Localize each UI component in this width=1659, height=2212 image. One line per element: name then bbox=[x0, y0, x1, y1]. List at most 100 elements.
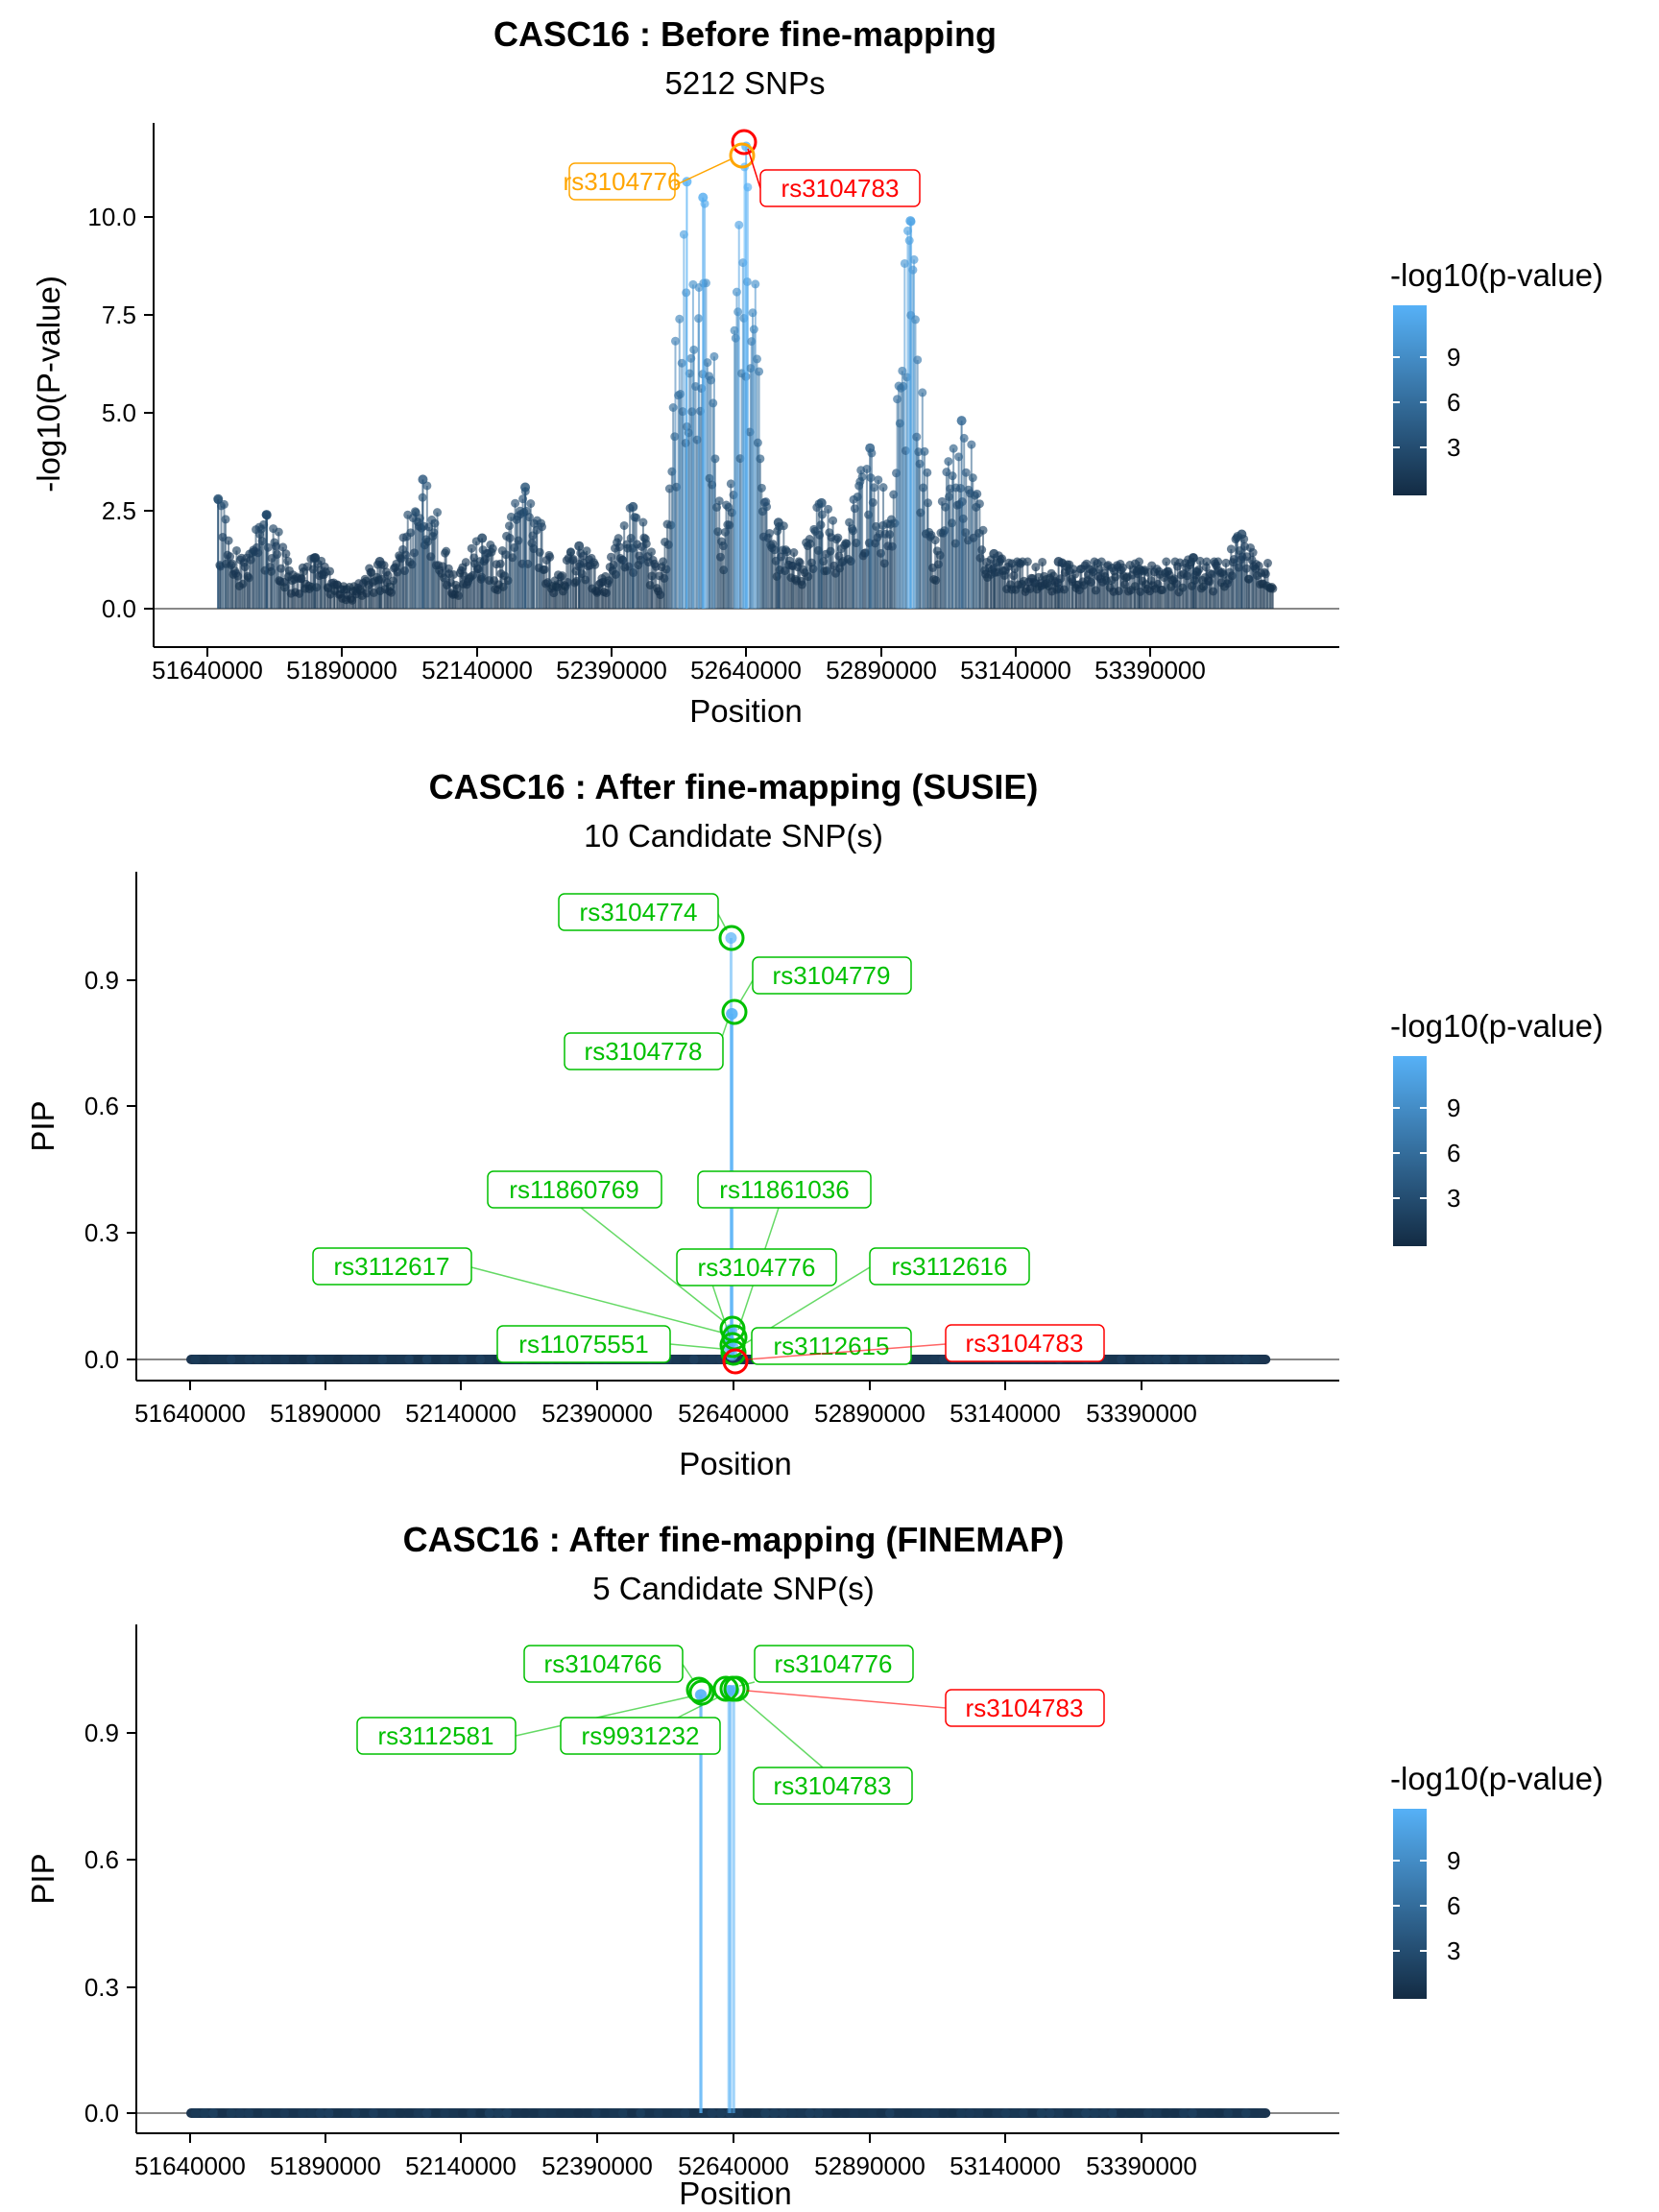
candidate-marker-rs9931232 bbox=[712, 1675, 739, 1702]
x-tick: 52640000 bbox=[678, 2133, 789, 2180]
snp-point bbox=[276, 564, 286, 573]
snp-point bbox=[710, 454, 720, 464]
snp-point bbox=[1125, 1355, 1136, 1364]
snp-point bbox=[511, 2108, 521, 2118]
svg-text:rs3104776: rs3104776 bbox=[698, 1253, 816, 1282]
x-tick: 53390000 bbox=[1086, 2133, 1197, 2180]
snp-point bbox=[369, 1355, 379, 1364]
snp-point bbox=[977, 545, 987, 555]
snp-point bbox=[383, 570, 393, 580]
snp-point bbox=[545, 552, 555, 562]
snp-point bbox=[1178, 1355, 1189, 1364]
snp-point bbox=[1169, 1355, 1180, 1364]
peak-point bbox=[773, 517, 783, 528]
snp-point bbox=[1152, 1355, 1163, 1364]
snp-point bbox=[1125, 2108, 1136, 2118]
snp-point bbox=[333, 2108, 344, 2118]
peak-point bbox=[261, 510, 272, 520]
snp-point bbox=[743, 182, 753, 192]
snp-point bbox=[742, 2108, 753, 2118]
svg-text:52890000: 52890000 bbox=[814, 2152, 926, 2180]
snp-point bbox=[1117, 1355, 1127, 1364]
snp-point bbox=[956, 484, 966, 493]
snp-point bbox=[878, 483, 888, 493]
y-axis: 0.0 0.3 0.6 0.9 bbox=[84, 1624, 137, 2133]
snp-point bbox=[1223, 1355, 1234, 1364]
svg-text:52390000: 52390000 bbox=[541, 2152, 653, 2180]
snp-point bbox=[751, 2108, 761, 2118]
snp-point bbox=[1205, 2108, 1215, 2118]
snp-point bbox=[968, 473, 977, 483]
snp-point bbox=[582, 2108, 592, 2118]
snp-point bbox=[448, 570, 458, 580]
snp-point bbox=[978, 525, 988, 535]
snp-point bbox=[306, 2108, 317, 2118]
snp-point bbox=[789, 548, 799, 558]
snp-point bbox=[924, 498, 933, 508]
snp-point bbox=[1142, 2108, 1153, 2118]
snp-point bbox=[1036, 2108, 1046, 2118]
svg-text:52390000: 52390000 bbox=[541, 1399, 653, 1428]
snp-point bbox=[919, 483, 928, 493]
snp-point bbox=[755, 367, 764, 376]
svg-text:rs3104776: rs3104776 bbox=[775, 1649, 893, 1678]
snp-point bbox=[1135, 557, 1144, 566]
snp-point bbox=[493, 2108, 503, 2118]
snp-point bbox=[833, 533, 843, 542]
snp-point bbox=[190, 1355, 201, 1364]
snp-point bbox=[386, 1355, 397, 1364]
legend-tick: 9 bbox=[1393, 1094, 1460, 1122]
peak-point bbox=[213, 493, 224, 504]
snp-point bbox=[709, 351, 719, 361]
snp-point bbox=[350, 2108, 361, 2118]
snp-point bbox=[546, 2108, 557, 2118]
peak-point bbox=[520, 482, 531, 493]
snp-point bbox=[261, 1355, 272, 1364]
snp-point bbox=[467, 2108, 477, 2118]
snp-point bbox=[930, 536, 940, 545]
snp-label-rs3112581: rs3112581 bbox=[356, 1695, 692, 1755]
snp-point bbox=[949, 444, 958, 453]
y-tick: 0.0 bbox=[84, 2099, 136, 2128]
snp-point bbox=[904, 236, 914, 246]
snp-point bbox=[208, 1355, 219, 1364]
snp-point bbox=[733, 307, 743, 317]
snp-point bbox=[1214, 2108, 1225, 2118]
snp-point bbox=[1196, 1355, 1207, 1364]
svg-text:rs3112616: rs3112616 bbox=[892, 1252, 1008, 1281]
svg-text:rs3112617: rs3112617 bbox=[334, 1252, 450, 1281]
chart-title: CASC16 : Before fine-mapping bbox=[493, 14, 997, 54]
snp-point bbox=[938, 2108, 949, 2118]
snp-point bbox=[862, 464, 872, 473]
snp-point bbox=[1232, 1355, 1242, 1364]
snp-point bbox=[1107, 2108, 1118, 2118]
snp-point bbox=[1090, 2108, 1100, 2118]
snp-point bbox=[762, 502, 772, 512]
snp-point bbox=[805, 2108, 815, 2118]
snp-point bbox=[1045, 2108, 1055, 2118]
snp-point bbox=[442, 546, 451, 556]
snp-point bbox=[869, 483, 878, 493]
lead-marker-rs3104783 bbox=[722, 1348, 749, 1375]
svg-text:0.6: 0.6 bbox=[84, 1845, 119, 1874]
snp-point bbox=[1223, 2108, 1234, 2118]
snp-point bbox=[1118, 563, 1128, 572]
snp-point bbox=[359, 1355, 370, 1364]
svg-text:rs3104783: rs3104783 bbox=[781, 174, 900, 203]
snp-point bbox=[709, 398, 718, 408]
candidate-point bbox=[694, 1689, 707, 1701]
snp-point bbox=[1161, 2108, 1171, 2118]
legend: -log10(p-value) 9 6 3 bbox=[1390, 1008, 1603, 1246]
snp-point bbox=[921, 2108, 931, 2118]
y-tick: 0.3 bbox=[84, 1973, 136, 2002]
snp-point bbox=[840, 2108, 851, 2118]
snp-point bbox=[505, 533, 515, 542]
snp-point bbox=[867, 2108, 878, 2118]
snp-point bbox=[199, 2108, 209, 2118]
snp-point bbox=[395, 2108, 405, 2118]
snp-point bbox=[440, 1355, 450, 1364]
snp-point bbox=[413, 1355, 423, 1364]
snp-point bbox=[874, 475, 883, 485]
svg-text:9: 9 bbox=[1447, 343, 1460, 372]
snp-label-rs9931232: rs9931232 bbox=[560, 1695, 721, 1755]
